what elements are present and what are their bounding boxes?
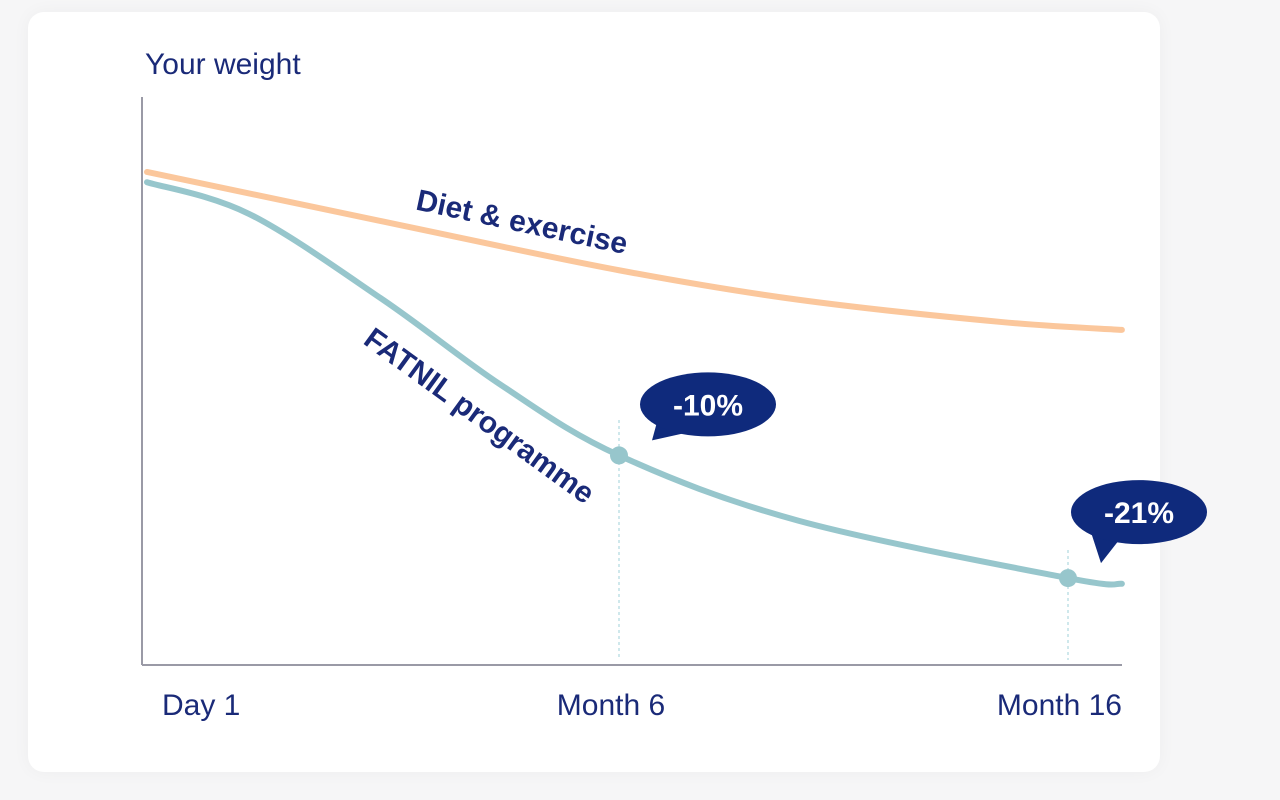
series-label-fatnil: FATNIL programme	[358, 322, 600, 511]
data-point	[1059, 569, 1077, 588]
annotation-bubble	[1071, 480, 1207, 545]
annotation-bubble	[640, 372, 776, 437]
x-tick-label: Month 6	[557, 689, 665, 722]
series-line-fatnil	[144, 179, 1125, 588]
series-line-diet-exercise	[144, 168, 1125, 333]
data-point	[610, 446, 628, 465]
annotation-label: -21%	[1104, 497, 1174, 530]
x-tick-label: Day 1	[162, 689, 240, 722]
chart-title: Your weight	[145, 48, 301, 81]
annotation-label: -10%	[673, 389, 743, 422]
chart-card	[28, 12, 1160, 772]
x-tick-label: Month 16	[997, 689, 1122, 722]
